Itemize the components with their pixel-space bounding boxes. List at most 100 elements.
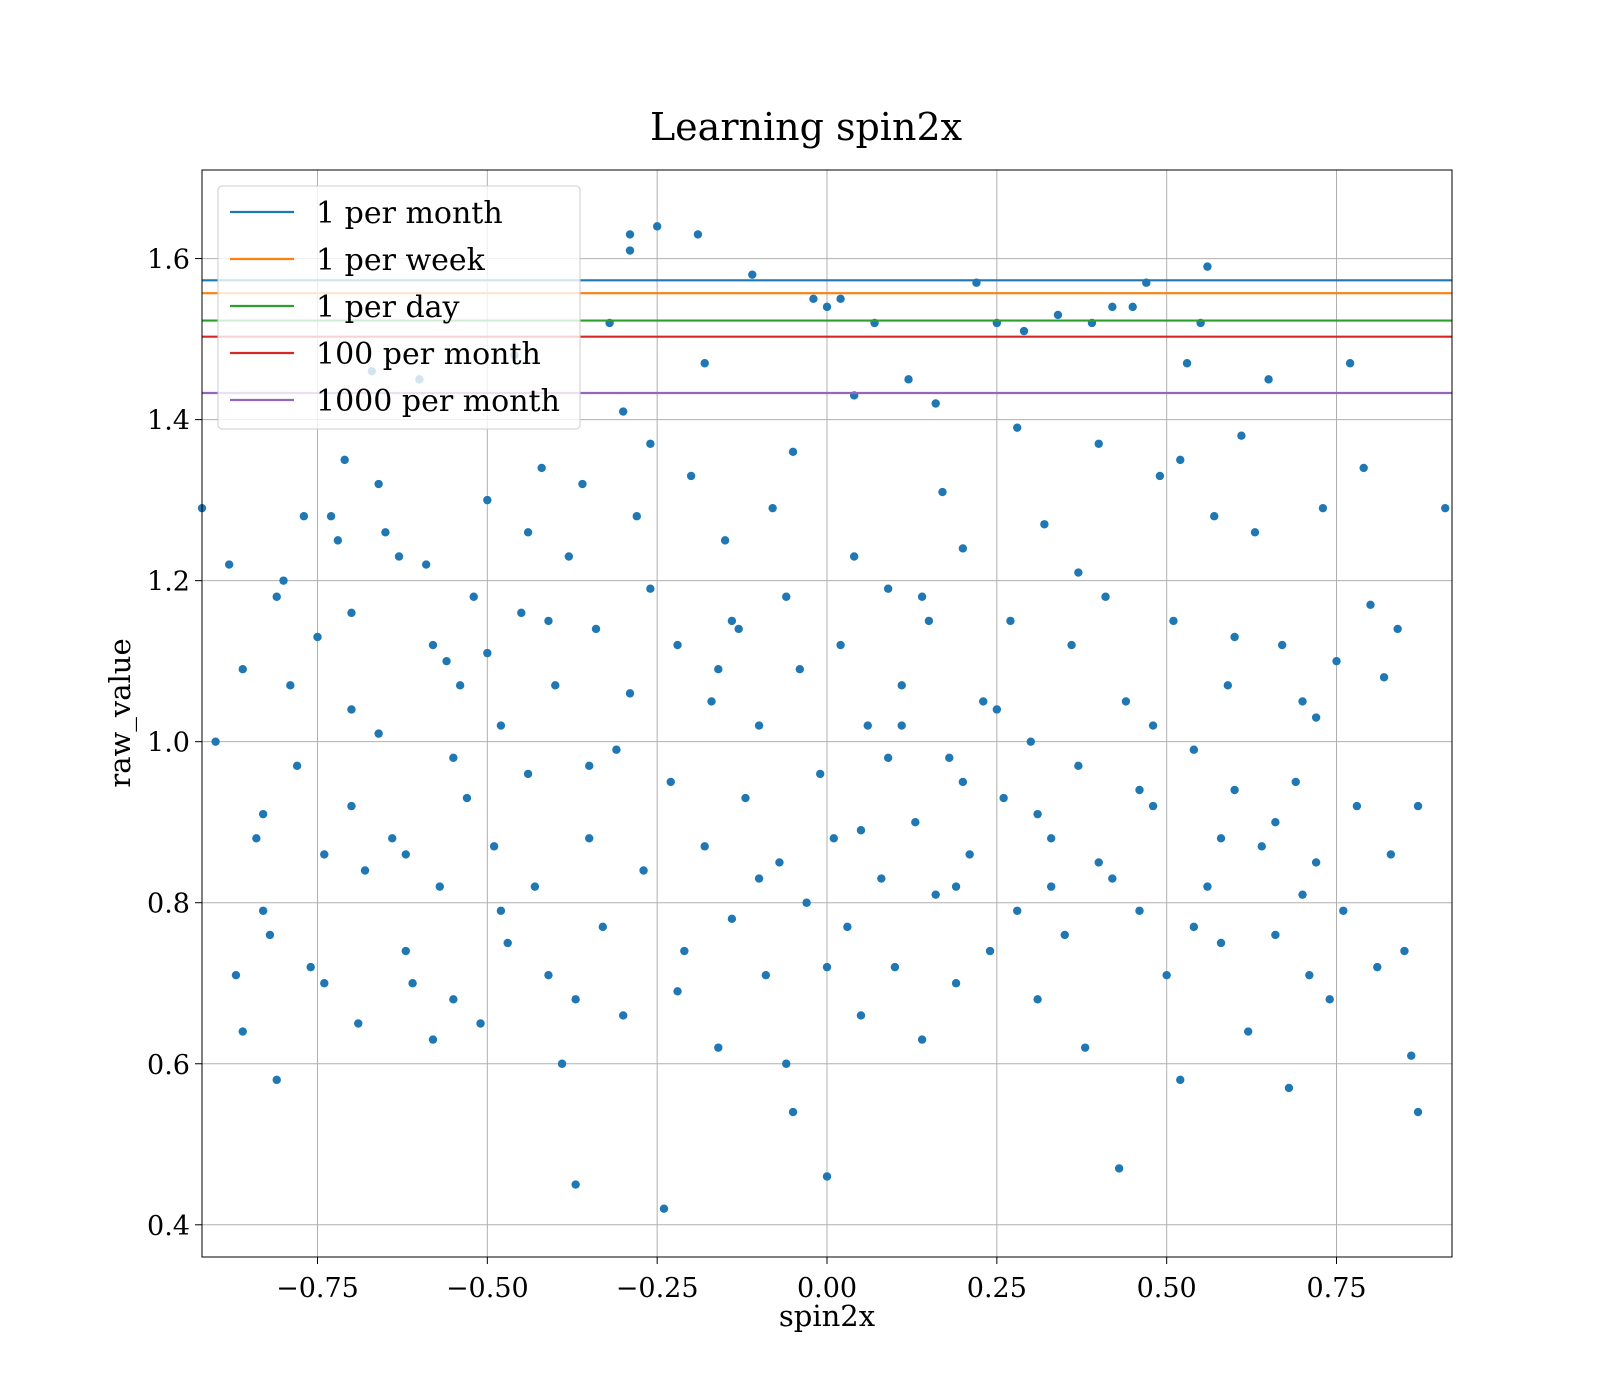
x-tick-label: −0.25: [616, 1273, 699, 1304]
scatter-point: [863, 721, 872, 730]
legend-label: 1000 per month: [316, 384, 560, 419]
scatter-point: [1046, 834, 1056, 843]
scatter-point: [483, 495, 492, 505]
scatter-point: [530, 882, 540, 891]
scatter-point: [632, 512, 641, 521]
scatter-point: [1060, 930, 1069, 940]
scatter-point: [1250, 528, 1260, 537]
scatter-point: [1311, 858, 1321, 867]
scatter-point: [421, 560, 431, 569]
legend-label: 100 per month: [316, 337, 541, 372]
scatter-point: [782, 1059, 791, 1068]
scatter-point: [1345, 359, 1355, 368]
scatter-point: [775, 858, 784, 867]
x-tick-label: −0.50: [446, 1273, 529, 1304]
scatter-point: [442, 656, 451, 666]
scatter-point: [646, 439, 655, 448]
scatter-point: [489, 842, 499, 851]
scatter-point: [1325, 995, 1334, 1004]
scatter-point: [754, 874, 764, 883]
scatter-point: [917, 1035, 927, 1044]
scatter-point: [618, 1011, 628, 1020]
scatter-point: [686, 471, 696, 481]
scatter-point: [1074, 568, 1083, 577]
scatter-point: [714, 1043, 723, 1052]
scatter-point: [381, 528, 390, 537]
scatter-point: [1155, 471, 1165, 481]
legend-label: 1 per week: [316, 243, 486, 278]
scatter-point: [1067, 640, 1076, 650]
scatter-point: [951, 882, 961, 891]
legend-box: [217, 185, 581, 430]
scatter-point: [1210, 512, 1219, 521]
scatter-point: [1318, 503, 1328, 513]
y-tick-label: 1.2: [147, 567, 190, 598]
scatter-point: [551, 681, 560, 690]
scatter-point: [1298, 890, 1307, 899]
scatter-point: [238, 665, 247, 674]
scatter-point: [748, 270, 757, 279]
scatter-point: [585, 834, 594, 843]
legend: 1 per month 1 per week 1 per day 100 per mo…: [217, 185, 581, 430]
scatter-point: [428, 1035, 438, 1044]
scatter-point: [1311, 713, 1321, 722]
scatter-point: [992, 705, 1002, 714]
scatter-point: [1121, 697, 1131, 706]
scatter-point: [904, 375, 913, 384]
scatter-point: [571, 1180, 580, 1189]
scatter-point: [836, 640, 845, 650]
scatter-point: [1230, 785, 1239, 795]
scatter-point: [639, 866, 648, 875]
scatter-point: [829, 834, 838, 843]
scatter-point: [1359, 463, 1368, 473]
scatter-point: [883, 753, 893, 762]
scatter-point: [856, 826, 866, 835]
scatter-point: [1176, 455, 1185, 465]
scatter-point: [809, 294, 818, 304]
scatter-point: [347, 608, 356, 618]
scatter-point: [496, 906, 506, 915]
scatter-point: [469, 592, 478, 601]
scatter-point: [333, 536, 343, 545]
scatter-point: [292, 761, 302, 771]
scatter-point: [707, 697, 716, 706]
scatter-point: [1108, 302, 1117, 312]
scatter-point: [306, 962, 315, 972]
scatter-point: [1169, 616, 1178, 626]
scatter-point: [401, 946, 411, 956]
scatter-point: [1182, 359, 1192, 368]
scatter-point: [1094, 858, 1103, 867]
scatter-point: [816, 769, 825, 779]
scatter-point: [1352, 801, 1362, 811]
scatter-point: [856, 1011, 866, 1020]
scatter-point: [612, 745, 621, 754]
scatter-point: [727, 914, 737, 924]
scatter-point: [1223, 681, 1233, 690]
x-tick-label: 0.25: [967, 1273, 1027, 1304]
scatter-point: [1413, 801, 1423, 811]
scatter-point: [883, 584, 893, 593]
x-axis-ticks: −0.75 −0.50 −0.25 0.00 0.25 0.50 0.75: [276, 1257, 1367, 1304]
scatter-point: [272, 1075, 281, 1085]
scatter-point: [326, 512, 336, 521]
scatter-point: [985, 946, 995, 956]
scatter-point: [666, 777, 675, 787]
scatter-point: [360, 866, 370, 875]
scatter-point: [836, 294, 845, 304]
scatter-point: [1019, 326, 1029, 336]
scatter-point: [754, 721, 764, 730]
scatter-point: [408, 979, 417, 988]
scatter-point: [340, 455, 349, 465]
scatter-point: [544, 616, 553, 626]
scatter-point: [1114, 1164, 1124, 1173]
y-axis-label: raw_value: [103, 638, 138, 787]
scatter-point: [1373, 962, 1382, 972]
scatter-point: [659, 1204, 669, 1213]
scatter-point: [1400, 946, 1409, 956]
scatter-point: [1393, 624, 1402, 634]
x-tick-label: 0.50: [1137, 1273, 1197, 1304]
scatter-point: [1271, 930, 1280, 940]
scatter-point: [999, 793, 1008, 803]
scatter-point: [1074, 761, 1083, 771]
